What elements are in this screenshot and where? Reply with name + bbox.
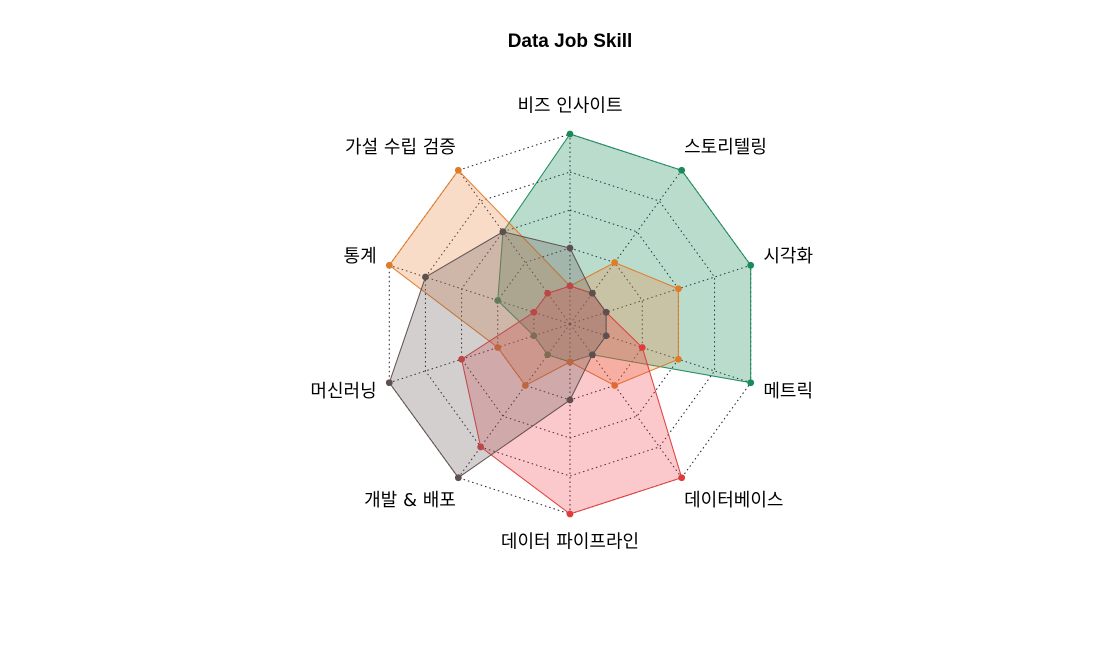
axis-label: 데이터베이스 — [684, 490, 783, 511]
axis-label: 시각화 — [763, 246, 813, 267]
data-point — [494, 344, 502, 351]
data-point — [588, 351, 596, 359]
data-point — [638, 344, 646, 351]
axis-spoke-8 — [389, 323, 571, 384]
data-point — [675, 355, 682, 363]
data-point — [422, 273, 429, 281]
data-point — [566, 396, 574, 404]
chart-title: Data Job Skill — [508, 31, 633, 52]
axis-spoke-5 — [569, 323, 683, 479]
data-point — [458, 355, 465, 363]
axis-label: 가설 수립 검증 — [345, 137, 456, 158]
data-point — [566, 244, 574, 252]
data-point — [588, 289, 596, 297]
data-point — [678, 474, 686, 482]
data-point — [494, 297, 502, 304]
data-point — [521, 382, 529, 389]
data-point — [499, 228, 507, 236]
axis-label: 스토리텔링 — [684, 137, 767, 158]
axis-spoke-3 — [569, 264, 751, 325]
axis-spoke-2 — [569, 169, 683, 325]
data-point — [566, 510, 574, 518]
data-point — [530, 308, 538, 316]
axis-label: 통계 — [344, 246, 377, 267]
data-point — [454, 474, 462, 482]
data-point — [566, 358, 574, 366]
data-point — [385, 379, 393, 387]
axis-label: 개발 & 배포 — [364, 490, 456, 511]
axis-spoke-10 — [457, 169, 571, 325]
data-point — [611, 259, 619, 266]
data-point — [385, 261, 393, 269]
data-point — [675, 285, 682, 293]
data-point — [602, 332, 610, 340]
radar-series — [385, 130, 755, 518]
axis-label: 메트릭 — [763, 381, 813, 402]
axis-spoke-7 — [457, 323, 571, 479]
data-point — [454, 166, 462, 174]
data-point — [544, 351, 552, 359]
data-point — [602, 308, 610, 316]
data-point — [566, 130, 574, 138]
data-point — [747, 379, 755, 387]
data-point — [678, 166, 686, 174]
axis-label: 머신러닝 — [310, 381, 376, 402]
axis-spoke-4 — [569, 323, 751, 384]
data-point — [611, 382, 619, 389]
data-point — [566, 282, 574, 290]
data-point — [544, 289, 552, 297]
data-point — [530, 332, 538, 340]
axis-spoke-9 — [389, 264, 571, 325]
data-point — [747, 261, 755, 269]
axis-label: 비즈 인사이트 — [517, 96, 622, 117]
data-point — [477, 443, 485, 451]
series-4 — [385, 228, 610, 482]
axis-label: 데이터 파이프라인 — [501, 532, 639, 553]
